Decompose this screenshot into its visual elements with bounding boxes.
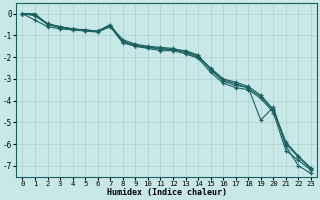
X-axis label: Humidex (Indice chaleur): Humidex (Indice chaleur)	[107, 188, 227, 197]
